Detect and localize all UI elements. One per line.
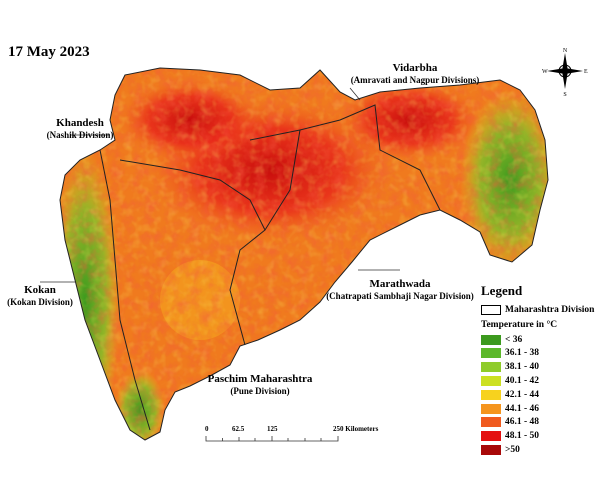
legend-boundary: Maharashtra Division	[505, 304, 595, 315]
north-arrow-icon: N S W E	[542, 48, 588, 96]
legend-temp-title: Temperature in °C	[481, 319, 558, 330]
map-date: 17 May 2023	[8, 44, 90, 60]
legend-label: >50	[505, 445, 520, 456]
legend-swatch	[481, 348, 501, 359]
label-khandesh: Khandesh (Nashik Division)	[46, 117, 114, 140]
legend-label: 36.1 - 38	[505, 348, 540, 359]
scale-tick-1: 62.5	[232, 425, 245, 433]
label-vidarbha: Vidarbha (Amravati and Nagpur Divisions)	[350, 62, 480, 85]
legend-swatch	[481, 376, 501, 387]
compass-w: W	[542, 69, 548, 75]
legend-item: 48.1 - 50	[481, 429, 594, 443]
label-kokan: Kokan (Kokan Division)	[7, 284, 73, 307]
state-boundary	[59, 67, 549, 441]
scale-tick-3: 250 Kilometers	[333, 425, 379, 433]
legend-swatch	[481, 403, 501, 414]
legend-swatch	[481, 445, 501, 456]
legend-label: 38.1 - 40	[505, 362, 540, 373]
legend-swatch	[481, 431, 501, 442]
legend: Legend Maharashtra Division Temperature …	[481, 283, 594, 457]
legend-item: >50	[481, 443, 594, 457]
division-boundary-marathwada	[119, 129, 301, 231]
scale-tick-2: 125	[267, 425, 278, 433]
scale-bar: 0 62.5 125 250 Kilometers	[205, 425, 405, 445]
legend-item: 44.1 - 46	[481, 402, 594, 416]
compass-s: S	[563, 92, 566, 96]
legend-item: 42.1 - 44	[481, 388, 594, 402]
compass-n: N	[563, 48, 568, 54]
legend-item: < 36	[481, 333, 594, 347]
legend-label: 40.1 - 42	[505, 376, 540, 387]
legend-item: 40.1 - 42	[481, 374, 594, 388]
compass-e: E	[584, 69, 588, 75]
legend-item: 46.1 - 48	[481, 416, 594, 430]
legend-label: 48.1 - 50	[505, 431, 540, 442]
label-marathwada: Marathwada (Chatrapati Sambhaji Nagar Div…	[326, 278, 474, 301]
legend-label: 46.1 - 48	[505, 417, 540, 428]
legend-item: 36.1 - 38	[481, 347, 594, 361]
legend-label: 44.1 - 46	[505, 403, 540, 414]
boundary-swatch	[481, 304, 501, 315]
scale-tick-0: 0	[205, 425, 209, 433]
legend-swatch	[481, 417, 501, 428]
legend-label: 42.1 - 44	[505, 389, 540, 400]
legend-swatch	[481, 389, 501, 400]
label-paschim-maharashtra: Paschim Maharashtra (Pune Division)	[207, 373, 313, 396]
division-boundary-kokan	[99, 149, 151, 431]
legend-swatch	[481, 362, 501, 373]
label-pointers	[40, 87, 400, 283]
legend-title: Legend	[481, 283, 523, 298]
legend-label: < 36	[505, 334, 523, 345]
legend-swatch	[481, 334, 501, 345]
legend-item: 38.1 - 40	[481, 360, 594, 374]
